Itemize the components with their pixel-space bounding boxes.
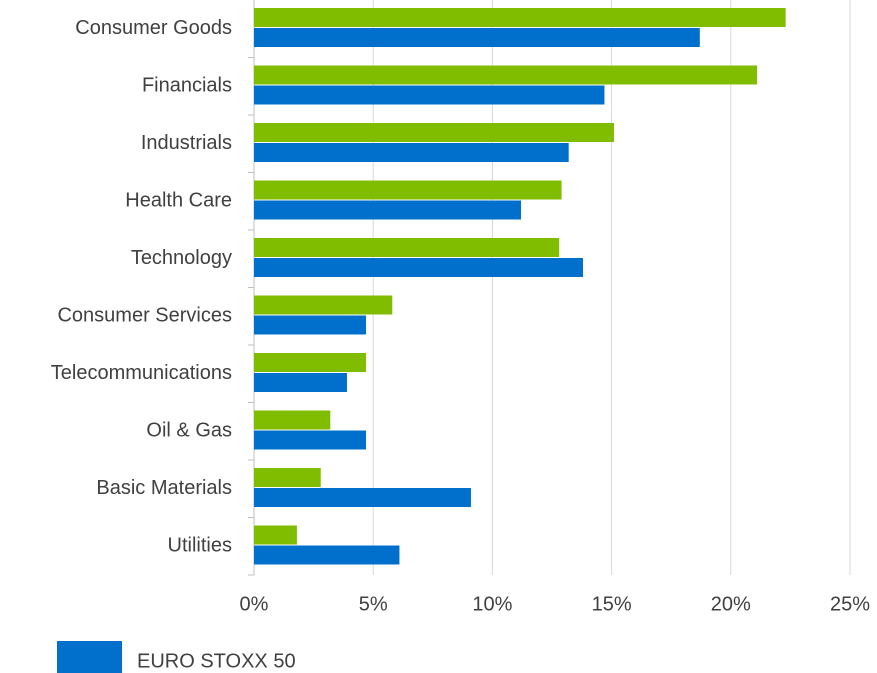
bar: [254, 295, 393, 315]
legend-label: EURO STOXX 50: [137, 650, 296, 672]
y-tick-label: Technology: [131, 247, 232, 269]
y-tick-label: Financials: [142, 75, 232, 97]
y-tick-label: Basic Materials: [96, 477, 232, 499]
bar: [254, 123, 614, 142]
bar: [254, 468, 321, 487]
bar: [254, 373, 347, 392]
x-tick-label: 25%: [830, 593, 870, 615]
bar: [254, 8, 786, 27]
x-tick-label: 20%: [711, 593, 751, 615]
y-tick-label: Telecommunications: [51, 362, 232, 384]
bar: [254, 525, 297, 545]
bar: [254, 200, 522, 220]
bar: [254, 488, 471, 507]
x-tick-label: 10%: [472, 593, 512, 615]
x-tick-label: 15%: [592, 593, 632, 615]
x-tick-label: 5%: [359, 593, 388, 615]
x-tick-label: 0%: [240, 593, 269, 615]
y-tick-label: Industrials: [141, 132, 232, 154]
bar: [254, 545, 400, 565]
y-tick-label: Consumer Services: [57, 305, 232, 327]
y-tick-label: Utilities: [168, 535, 232, 557]
bar: [254, 430, 367, 450]
bar: [254, 85, 605, 105]
y-tick-label: Oil & Gas: [146, 420, 232, 442]
bar: [254, 353, 367, 372]
bar: [254, 315, 367, 335]
bar: [254, 143, 569, 162]
y-tick-label: Health Care: [125, 190, 232, 212]
bar: [254, 410, 331, 430]
legend-swatch: [57, 641, 122, 673]
bar: [254, 258, 583, 277]
y-tick-label: Consumer Goods: [75, 17, 232, 39]
bar: [254, 28, 700, 47]
bar: [254, 180, 562, 200]
bar: [254, 238, 560, 257]
bar: [254, 65, 758, 85]
